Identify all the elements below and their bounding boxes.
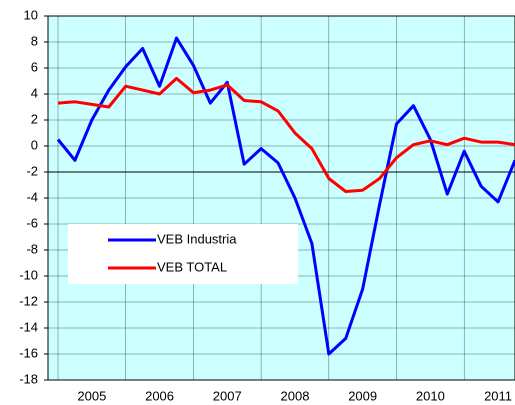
y-tick-label: -4 <box>26 189 38 204</box>
x-tick-label: 2010 <box>416 388 445 403</box>
x-tick-label: 2008 <box>281 388 310 403</box>
y-tick-label: -2 <box>26 163 38 178</box>
y-tick-label: -6 <box>26 215 38 230</box>
x-tick-label: 2011 <box>484 388 512 403</box>
x-tick-label: 2009 <box>348 388 377 403</box>
y-tick-label: -14 <box>19 319 38 334</box>
y-tick-label: -8 <box>26 241 38 256</box>
y-tick-label: 10 <box>24 7 38 22</box>
y-tick-label: 4 <box>31 85 38 100</box>
y-tick-label: -12 <box>19 293 38 308</box>
x-tick-label: 2007 <box>213 388 242 403</box>
legend-label: VEB Industria <box>157 231 237 246</box>
y-tick-label: -10 <box>19 267 38 282</box>
x-tick-label: 2006 <box>145 388 174 403</box>
line-series <box>57 76 515 193</box>
legend-label: VEB TOTAL <box>157 259 227 274</box>
x-tick-label: 2005 <box>77 388 106 403</box>
y-tick-label: 2 <box>31 111 38 126</box>
line-series <box>56 36 515 356</box>
y-tick-label: 6 <box>31 59 38 74</box>
y-tick-label: 8 <box>31 33 38 48</box>
y-tick-label: -18 <box>19 371 38 386</box>
y-tick-label: -16 <box>19 345 38 360</box>
legend <box>68 224 298 284</box>
y-tick-label: 0 <box>31 137 38 152</box>
